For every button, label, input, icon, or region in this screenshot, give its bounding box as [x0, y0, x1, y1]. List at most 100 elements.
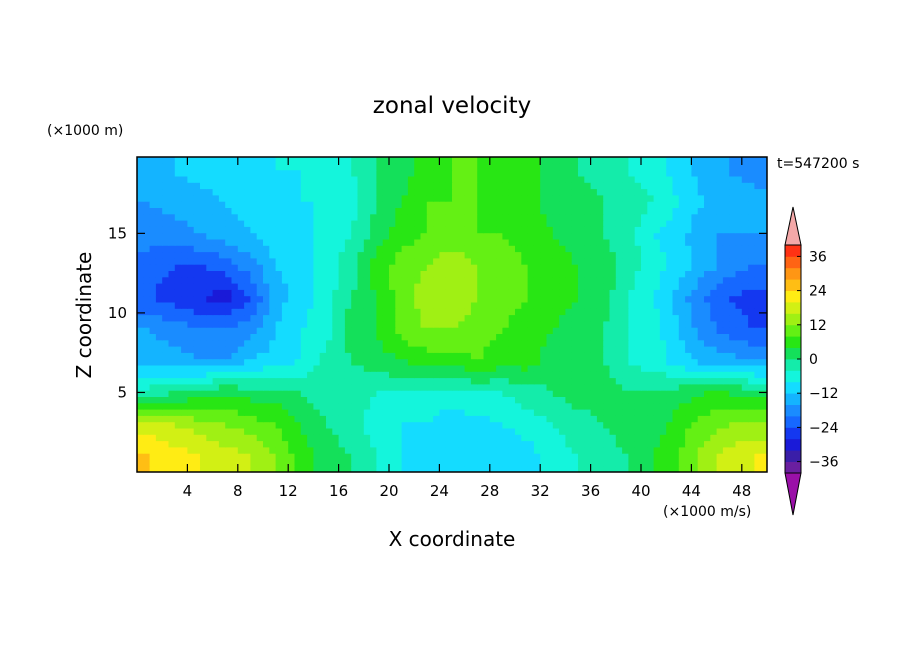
heatmap-cell	[269, 182, 277, 190]
heatmap-cell	[647, 358, 655, 366]
heatmap-cell	[433, 194, 440, 202]
heatmap-cell	[552, 333, 560, 341]
heatmap-cell	[376, 257, 384, 265]
heatmap-cell	[250, 232, 258, 240]
heatmap-cell	[634, 320, 642, 328]
heatmap-cell	[565, 327, 573, 334]
heatmap-cell	[704, 377, 711, 385]
heatmap-cell	[452, 383, 459, 391]
heatmap-cell	[244, 226, 251, 234]
heatmap-cell	[319, 301, 327, 309]
heatmap-cell	[275, 182, 283, 190]
heatmap-cell	[218, 333, 226, 341]
heatmap-cell	[300, 383, 308, 391]
heatmap-cell	[483, 390, 491, 397]
heatmap-cell	[659, 289, 667, 297]
heatmap-cell	[351, 238, 359, 246]
heatmap-cell	[281, 283, 289, 290]
heatmap-cell	[401, 333, 409, 341]
heatmap-cell	[578, 238, 585, 246]
heatmap-cell	[552, 465, 560, 472]
heatmap-cell	[470, 453, 478, 460]
heatmap-cell	[344, 333, 352, 341]
heatmap-cell	[376, 358, 384, 366]
heatmap-cell	[483, 175, 491, 183]
heatmap-cell	[691, 213, 699, 221]
heatmap-cell	[729, 264, 737, 271]
heatmap-cell	[697, 383, 705, 391]
heatmap-cell	[559, 276, 566, 284]
heatmap-cell	[609, 421, 617, 429]
heatmap-cell	[622, 182, 629, 190]
heatmap-cell	[533, 251, 541, 259]
heatmap-cell	[672, 157, 680, 164]
heatmap-cell	[578, 383, 585, 391]
heatmap-cell	[477, 320, 485, 328]
heatmap-cell	[420, 301, 428, 309]
heatmap-cell	[433, 264, 440, 271]
heatmap-cell	[288, 358, 296, 366]
heatmap-cell	[603, 220, 611, 227]
heatmap-cell	[603, 289, 611, 297]
heatmap-cell	[641, 213, 648, 221]
heatmap-cell	[439, 232, 447, 240]
heatmap-cell	[483, 245, 491, 253]
heatmap-cell	[685, 371, 692, 379]
heatmap-cell	[263, 301, 270, 309]
heatmap-cell	[433, 465, 440, 472]
heatmap-cell	[552, 245, 560, 253]
heatmap-cell	[319, 346, 327, 353]
heatmap-cell	[559, 245, 566, 253]
heatmap-cell	[244, 352, 251, 360]
heatmap-cell	[357, 465, 365, 472]
heatmap-cell	[615, 226, 623, 234]
heatmap-cells	[137, 157, 767, 472]
heatmap-cell	[181, 169, 188, 177]
heatmap-cell	[496, 245, 503, 253]
heatmap-cell	[748, 396, 755, 404]
heatmap-cell	[685, 415, 692, 423]
heatmap-cell	[187, 264, 195, 271]
heatmap-cell	[407, 201, 415, 208]
heatmap-cell	[200, 352, 207, 360]
heatmap-cell	[533, 377, 541, 385]
heatmap-cell	[445, 402, 453, 410]
heatmap-cell	[666, 251, 674, 259]
heatmap-cell	[181, 371, 188, 379]
heatmap-cell	[363, 415, 371, 423]
heatmap-cell	[212, 295, 220, 303]
heatmap-cell	[666, 182, 674, 190]
heatmap-cell	[426, 232, 434, 240]
heatmap-cell	[521, 163, 529, 171]
heatmap-cell	[754, 459, 762, 467]
heatmap-cell	[332, 453, 340, 460]
heatmap-cell	[137, 459, 144, 467]
heatmap-cell	[477, 301, 485, 309]
heatmap-cell	[382, 182, 390, 190]
heatmap-cell	[716, 402, 724, 410]
heatmap-cell	[414, 232, 422, 240]
heatmap-cell	[187, 364, 195, 372]
heatmap-cell	[200, 465, 207, 472]
heatmap-cell	[149, 333, 157, 341]
heatmap-cell	[565, 333, 573, 341]
heatmap-cell	[716, 264, 724, 271]
heatmap-cell	[483, 251, 491, 259]
heatmap-cell	[729, 201, 737, 208]
heatmap-cell	[704, 371, 711, 379]
heatmap-cell	[382, 289, 390, 297]
heatmap-cell	[741, 346, 749, 353]
heatmap-cell	[187, 446, 195, 454]
heatmap-cell	[193, 358, 201, 366]
heatmap-cell	[206, 226, 214, 234]
heatmap-cell	[263, 257, 270, 265]
heatmap-cell	[332, 175, 340, 183]
heatmap-cell	[338, 169, 346, 177]
heatmap-cell	[439, 415, 447, 423]
heatmap-cell	[370, 333, 377, 341]
heatmap-cell	[237, 295, 245, 303]
heatmap-cell	[653, 465, 661, 472]
heatmap-cell	[357, 308, 365, 316]
heatmap-cell	[571, 213, 579, 221]
heatmap-cell	[452, 346, 459, 353]
